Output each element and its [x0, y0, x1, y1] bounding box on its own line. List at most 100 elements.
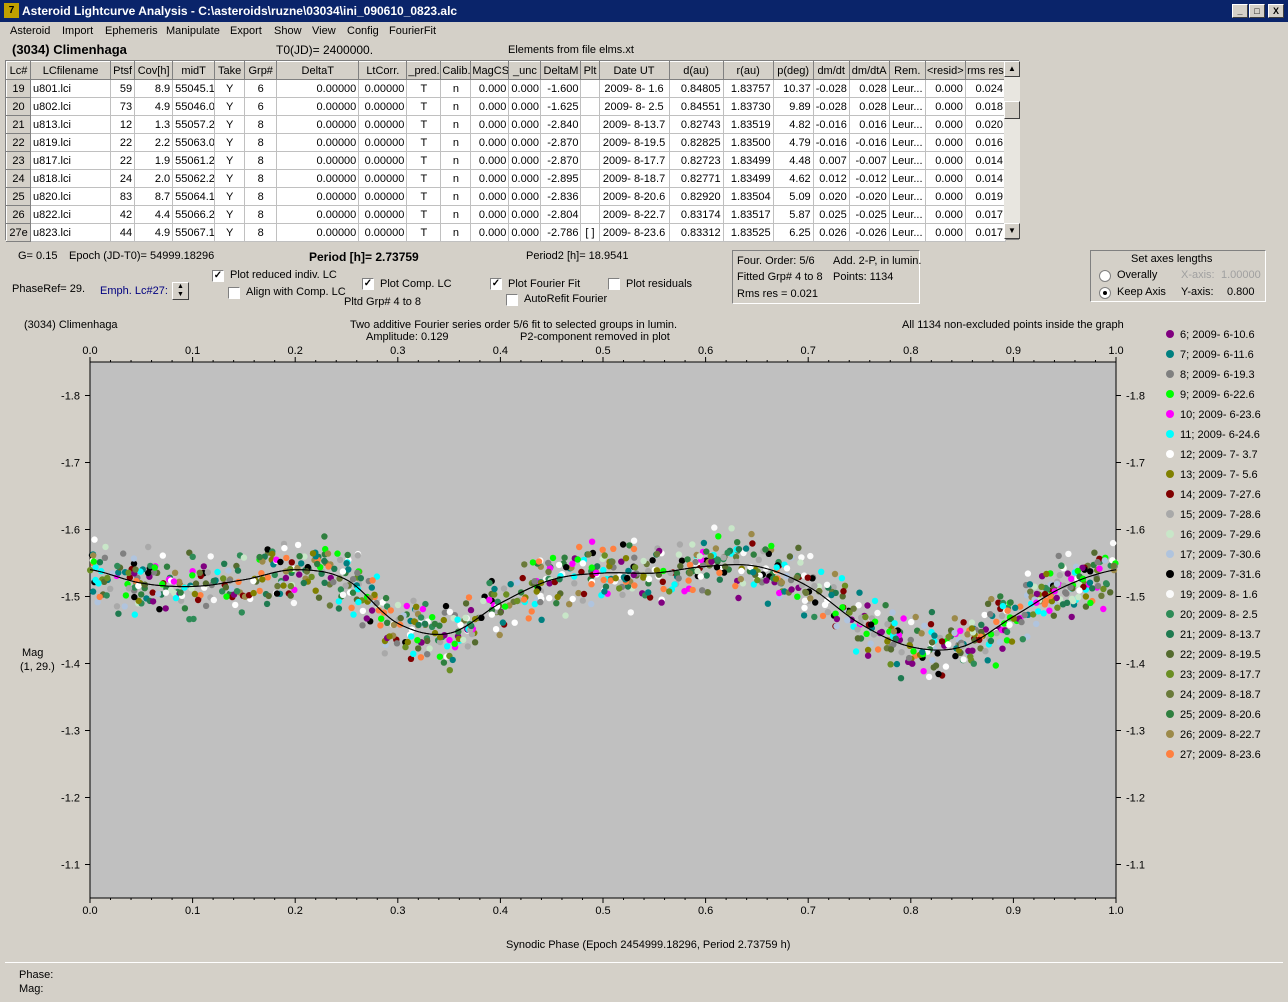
table-cell[interactable]: 0.82825: [668, 133, 724, 152]
table-cell[interactable]: 0.000: [508, 151, 542, 170]
table-cell[interactable]: 1.9: [134, 151, 174, 170]
table-cell[interactable]: 0.000: [470, 205, 510, 224]
column-header[interactable]: rms res: [964, 61, 1007, 80]
table-cell[interactable]: 10.37: [772, 79, 814, 98]
table-cell[interactable]: u817.lci: [30, 151, 112, 170]
table-cell[interactable]: -2.804: [540, 205, 582, 224]
table-cell[interactable]: 1.83500: [722, 133, 774, 152]
table-cell[interactable]: 1.3: [134, 115, 174, 134]
table-cell[interactable]: 8: [244, 151, 278, 170]
table-cell[interactable]: 8.7: [134, 187, 174, 206]
table-cell[interactable]: 0.025: [812, 205, 850, 224]
table-cell[interactable]: 6.25: [772, 223, 814, 242]
table-cell[interactable]: 0.000: [924, 169, 966, 188]
table-cell[interactable]: 0.000: [470, 169, 510, 188]
table-cell[interactable]: -0.016: [848, 133, 890, 152]
table-cell[interactable]: 55062.2: [172, 169, 216, 188]
table-cell[interactable]: 1.83499: [722, 169, 774, 188]
table-cell[interactable]: 0.00000: [358, 205, 408, 224]
table-cell[interactable]: -2.836: [540, 187, 582, 206]
table-cell[interactable]: Leur...: [888, 97, 926, 116]
table-cell[interactable]: 55057.2: [172, 115, 216, 134]
table-cell[interactable]: 0.016: [964, 133, 1007, 152]
table-cell[interactable]: n: [440, 151, 472, 170]
table-cell[interactable]: Y: [214, 151, 246, 170]
table-row[interactable]: 27e u823.lci 44 4.9 55067.1 Y 8 0.00000 0.00000 T…: [5, 223, 1007, 242]
keep-axis-radio[interactable]: [1099, 287, 1111, 299]
table-cell[interactable]: n: [440, 205, 472, 224]
table-cell[interactable]: 0.00000: [358, 97, 408, 116]
table-cell[interactable]: 0.000: [508, 79, 542, 98]
table-cell[interactable]: 0.000: [470, 223, 510, 242]
table-cell[interactable]: Y: [214, 79, 246, 98]
table-cell[interactable]: 0.000: [508, 115, 542, 134]
table-cell[interactable]: 23: [5, 151, 32, 170]
table-cell[interactable]: u801.lci: [30, 79, 112, 98]
table-cell[interactable]: 2009- 8-17.7: [598, 151, 670, 170]
table-cell[interactable]: 0.000: [470, 79, 510, 98]
table-cell[interactable]: 26: [5, 205, 32, 224]
menu-asteroid[interactable]: Asteroid: [10, 25, 51, 37]
table-cell[interactable]: 5.09: [772, 187, 814, 206]
table-cell[interactable]: 0.028: [848, 97, 890, 116]
table-cell[interactable]: 2009- 8-18.7: [598, 169, 670, 188]
column-header[interactable]: dm/dtA: [848, 61, 890, 80]
table-cell[interactable]: 4.9: [134, 97, 174, 116]
table-cell[interactable]: 0.000: [924, 187, 966, 206]
table-cell[interactable]: 0.84551: [668, 97, 724, 116]
xaxis-input[interactable]: 1.00000: [1221, 269, 1261, 281]
table-cell[interactable]: u819.lci: [30, 133, 112, 152]
table-cell[interactable]: 24: [5, 169, 32, 188]
table-cell[interactable]: -0.016: [812, 133, 850, 152]
table-cell[interactable]: u818.lci: [30, 169, 112, 188]
table-cell[interactable]: 0.000: [470, 187, 510, 206]
menu-view[interactable]: View: [312, 25, 336, 37]
table-cell[interactable]: 83: [110, 187, 136, 206]
table-cell[interactable]: 1.83504: [722, 187, 774, 206]
table-cell[interactable]: 8: [244, 133, 278, 152]
align-checkbox[interactable]: [228, 287, 240, 299]
column-header[interactable]: Date UT: [598, 61, 670, 80]
table-cell[interactable]: Y: [214, 187, 246, 206]
table-cell[interactable]: 0.000: [508, 187, 542, 206]
table-cell[interactable]: 4.79: [772, 133, 814, 152]
column-header[interactable]: Calib.: [440, 61, 472, 80]
table-cell[interactable]: -0.016: [812, 115, 850, 134]
table-cell[interactable]: 1.83517: [722, 205, 774, 224]
table-cell[interactable]: 0.026: [812, 223, 850, 242]
table-cell[interactable]: 0.000: [470, 97, 510, 116]
table-cell[interactable]: -0.020: [848, 187, 890, 206]
table-cell[interactable]: T: [406, 223, 442, 242]
table-cell[interactable]: Y: [214, 205, 246, 224]
table-cell[interactable]: 6: [244, 97, 278, 116]
table-cell[interactable]: 4.62: [772, 169, 814, 188]
minimize-button[interactable]: _: [1232, 4, 1248, 18]
table-cell[interactable]: 20: [5, 97, 32, 116]
table-cell[interactable]: 8: [244, 187, 278, 206]
table-cell[interactable]: [580, 151, 600, 170]
table-cell[interactable]: Leur...: [888, 115, 926, 134]
column-header[interactable]: Grp#: [244, 61, 278, 80]
table-cell[interactable]: 55063.0: [172, 133, 216, 152]
table-cell[interactable]: Y: [214, 115, 246, 134]
table-cell[interactable]: T: [406, 97, 442, 116]
plot-comp-checkbox[interactable]: ✓: [362, 278, 374, 290]
close-button[interactable]: X: [1268, 4, 1284, 18]
column-header[interactable]: DeltaM: [540, 61, 582, 80]
table-cell[interactable]: 55045.1: [172, 79, 216, 98]
table-cell[interactable]: 55067.1: [172, 223, 216, 242]
table-cell[interactable]: n: [440, 97, 472, 116]
table-cell[interactable]: 0.019: [964, 187, 1007, 206]
table-cell[interactable]: -0.028: [812, 97, 850, 116]
table-cell[interactable]: 0.007: [812, 151, 850, 170]
table-cell[interactable]: Leur...: [888, 169, 926, 188]
plot-residuals-checkbox[interactable]: [608, 278, 620, 290]
table-cell[interactable]: 59: [110, 79, 136, 98]
table-cell[interactable]: -0.026: [848, 223, 890, 242]
table-cell[interactable]: Y: [214, 169, 246, 188]
table-cell[interactable]: 0.83174: [668, 205, 724, 224]
table-cell[interactable]: 0.000: [508, 169, 542, 188]
